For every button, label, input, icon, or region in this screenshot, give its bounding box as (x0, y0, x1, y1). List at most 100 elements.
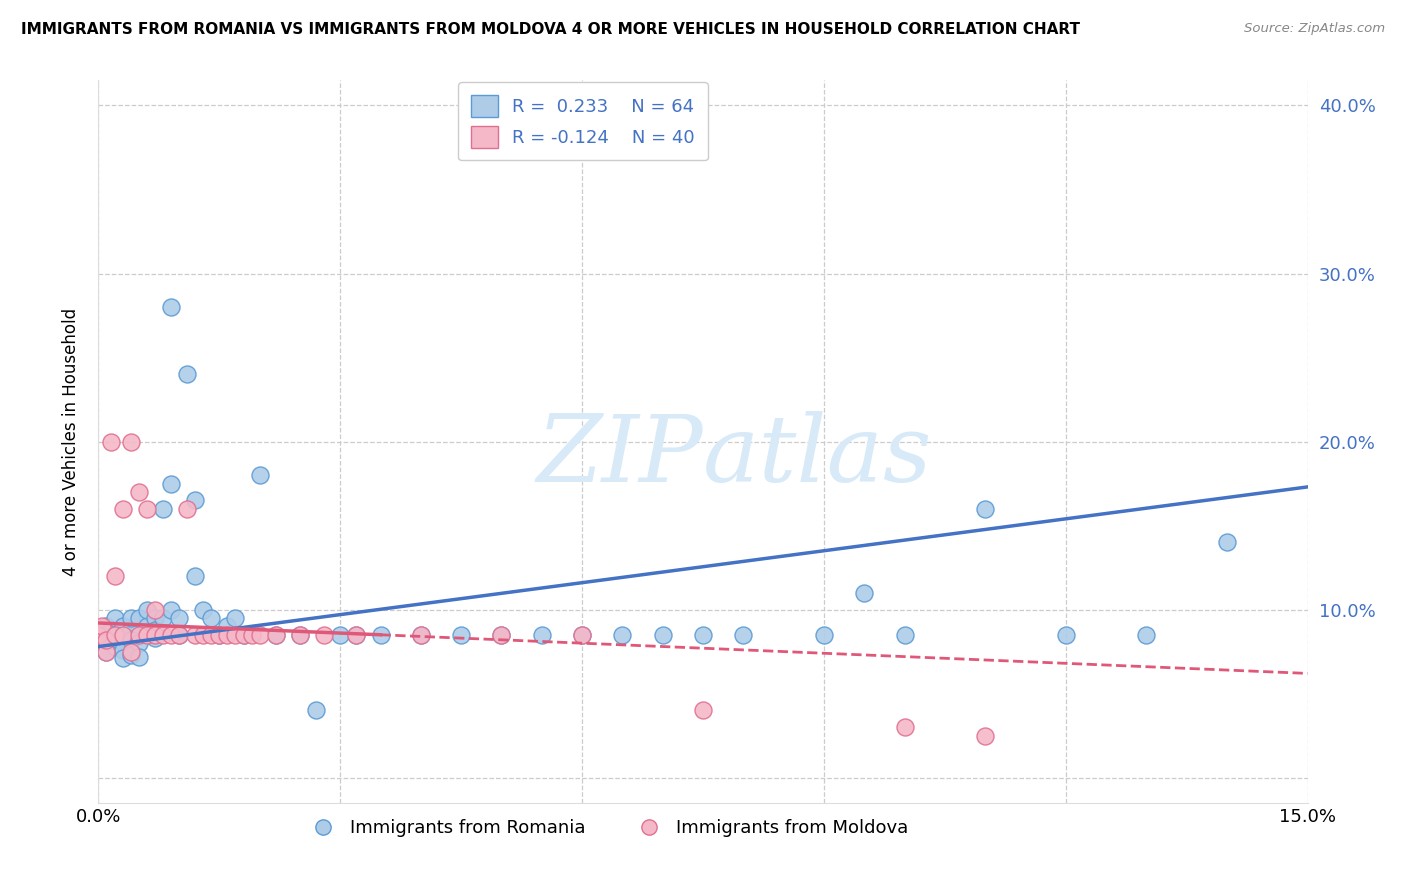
Point (111, 643, 134, 657)
Point (96, 644, 118, 658)
Point (160, 602, 183, 616)
Point (193, 602, 215, 616)
Point (152, 628, 174, 642)
Point (692, 703, 714, 717)
Point (974, 729, 997, 743)
Point (128, 628, 150, 642)
Point (692, 628, 714, 642)
Point (200, 611, 222, 625)
Point (571, 628, 593, 642)
Point (176, 501, 198, 516)
Point (208, 628, 231, 642)
Point (111, 631, 134, 645)
Point (232, 628, 254, 642)
Point (530, 628, 553, 642)
Point (135, 602, 157, 616)
Point (1054, 628, 1077, 642)
Point (232, 628, 254, 642)
Point (91, 632, 114, 647)
Point (491, 628, 513, 642)
Point (143, 611, 166, 625)
Point (143, 631, 166, 645)
Point (111, 651, 134, 665)
Point (143, 623, 166, 637)
Point (344, 628, 367, 642)
Point (135, 619, 157, 633)
Point (264, 628, 287, 642)
Point (120, 434, 142, 449)
Point (167, 611, 190, 625)
Legend: Immigrants from Romania, Immigrants from Moldova: Immigrants from Romania, Immigrants from… (298, 812, 915, 845)
Point (91, 619, 114, 633)
Point (249, 468, 271, 483)
Point (208, 628, 231, 642)
Point (249, 628, 271, 642)
Point (217, 619, 239, 633)
Point (224, 611, 246, 625)
Point (288, 628, 311, 642)
Point (103, 640, 125, 654)
Point (733, 628, 755, 642)
Point (96, 632, 118, 647)
Point (160, 628, 183, 642)
Point (100, 623, 122, 637)
Point (152, 501, 174, 516)
Point (128, 485, 150, 500)
Point (152, 611, 174, 625)
Point (184, 628, 207, 642)
Point (450, 628, 472, 642)
Point (107, 632, 129, 647)
Point (120, 611, 142, 625)
Point (409, 628, 432, 642)
Point (893, 720, 915, 734)
Point (344, 628, 367, 642)
Point (184, 493, 207, 508)
Y-axis label: 4 or more Vehicles in Household: 4 or more Vehicles in Household (62, 308, 80, 575)
Point (135, 626, 157, 640)
Point (111, 501, 134, 516)
Point (135, 628, 157, 642)
Point (120, 623, 142, 637)
Point (128, 649, 150, 664)
Point (160, 300, 183, 314)
Point (974, 501, 997, 516)
Point (329, 628, 352, 642)
Point (160, 476, 183, 491)
Point (176, 368, 198, 382)
Point (370, 628, 392, 642)
Point (103, 569, 125, 583)
Point (491, 628, 513, 642)
Point (128, 636, 150, 650)
Point (120, 648, 142, 662)
Point (135, 501, 157, 516)
Point (111, 628, 134, 642)
Point (651, 628, 673, 642)
Text: IMMIGRANTS FROM ROMANIA VS IMMIGRANTS FROM MOLDOVA 4 OR MORE VEHICLES IN HOUSEHO: IMMIGRANTS FROM ROMANIA VS IMMIGRANTS FR… (21, 22, 1080, 37)
Point (1135, 628, 1157, 642)
Point (143, 628, 166, 642)
Point (314, 628, 336, 642)
Point (87, 628, 110, 642)
Point (167, 628, 190, 642)
Point (103, 611, 125, 625)
Point (128, 611, 150, 625)
Point (853, 586, 876, 600)
Point (103, 628, 125, 642)
Point (96, 619, 118, 633)
Point (184, 569, 207, 583)
Point (100, 434, 122, 449)
Point (143, 602, 166, 616)
Point (87, 628, 110, 642)
Point (813, 628, 835, 642)
Point (305, 703, 328, 717)
Point (224, 628, 246, 642)
Point (111, 619, 134, 633)
Point (200, 628, 222, 642)
Point (120, 632, 142, 647)
Point (264, 628, 287, 642)
Point (96, 644, 118, 658)
Point (193, 628, 215, 642)
Text: Source: ZipAtlas.com: Source: ZipAtlas.com (1244, 22, 1385, 36)
Text: ZIP: ZIP (536, 411, 703, 501)
Point (217, 628, 239, 642)
